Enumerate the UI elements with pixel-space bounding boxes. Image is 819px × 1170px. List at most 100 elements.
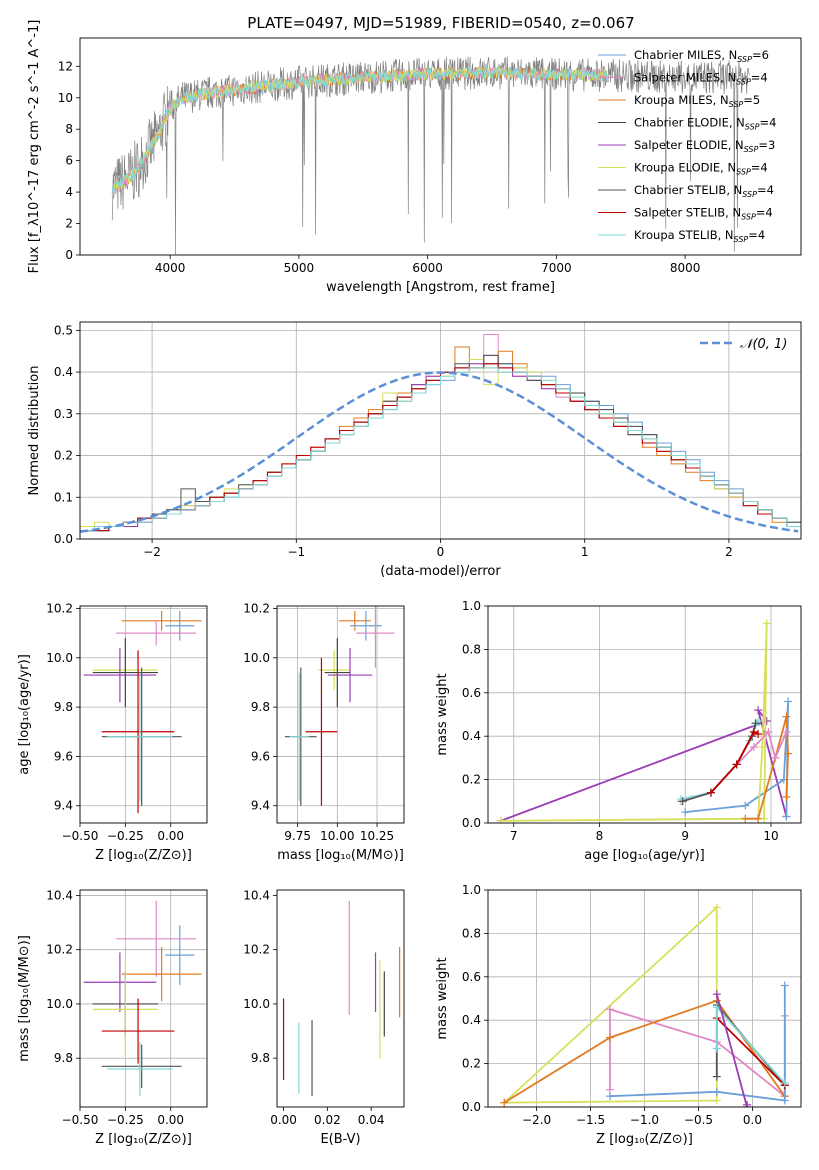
legend-label-main: Chabrier MILES, N: [634, 48, 737, 62]
y-tick-label: 0.6: [462, 970, 481, 984]
y-tick-label: 10: [58, 91, 73, 105]
axes-frame: [487, 889, 802, 1108]
y-tick-label: 1.0: [462, 883, 481, 897]
weight-line-kroupa_stelib: [680, 720, 759, 800]
histogram-step-kroupa_stelib: [80, 367, 801, 539]
legend-label-sub: SSP: [734, 235, 749, 244]
gaussian-curve: [80, 371, 799, 533]
y-tick-label: 9.4: [54, 799, 73, 813]
x-tick-label: 0.00: [157, 1113, 184, 1127]
y-tick-label: 9.8: [54, 1051, 73, 1065]
weight-line-chabrier_miles: [685, 701, 789, 817]
legend-label-tail: =4: [756, 206, 773, 220]
x-tick-label: 0.0: [743, 1113, 762, 1127]
legend-label-tail: =4: [751, 71, 768, 85]
y-tick-label: 0.8: [462, 642, 481, 656]
x-tick-label: 9: [681, 829, 689, 843]
y-tick-label: 6: [65, 154, 73, 168]
legend-label: Salpeter MILES, NSSP=4: [634, 71, 768, 87]
x-tick-label: −0.50: [62, 1113, 99, 1127]
x-tick-label: −0.25: [107, 829, 144, 843]
y-tick-label: 1.0: [462, 599, 481, 613]
x-tick-label: 0: [437, 545, 445, 559]
weight-line-chabrier_miles: [609, 985, 786, 1102]
age-vs-metallicity-panel: −0.50 −0.25 0.00 9.4 9.6 9.8 10.0 10.2 Z [log₁₀(…: [17, 601, 208, 863]
weight-series: [496, 619, 793, 823]
weight-line-kroupa_elodie: [500, 623, 768, 822]
legend-label: Chabrier STELIB, NSSP=4: [634, 183, 774, 199]
y-tick-label: 9.6: [54, 749, 73, 763]
legend-label-main: Kroupa STELIB, N: [634, 228, 734, 242]
x-tick-label: 4000: [155, 261, 186, 275]
x-tick-label: 0.00: [270, 1113, 297, 1127]
legend-label-sub: SSP: [737, 55, 752, 64]
y-tick-label: 10.2: [46, 943, 73, 957]
histogram-series: [80, 334, 801, 539]
y-axis-label: mass weight: [435, 957, 450, 1039]
x-axis-label: Z [log₁₀(Z/Z⊙)]: [95, 848, 192, 863]
legend-label-tail: =4: [760, 116, 777, 130]
axes-frame: [79, 321, 802, 540]
data-spectrum-line: [111, 56, 750, 255]
age-vs-mass-panel: 9.75 10.00 10.25 9.4 9.6 9.8 10.0 10.2 mass [log…: [243, 601, 405, 863]
weight-line-kroupa_stelib: [715, 1004, 786, 1084]
axes-frame: [79, 889, 208, 1108]
x-axis-label: Z [log₁₀(Z/Z⊙)]: [596, 1132, 693, 1147]
residuals-panel: −2 −1 0 1 2 0.0 0.1 0.2 0.3 0.4 0.5 (data-model)/er…: [27, 321, 802, 579]
x-tick-label: 10: [763, 829, 778, 843]
y-tick-label: 12: [58, 59, 73, 73]
legend-label: Chabrier MILES, NSSP=6: [634, 48, 769, 64]
weight-series: [500, 903, 789, 1107]
y-axis-label: Flux [f_λ10^-17 erg cm^-2 s^-1 A^-1]: [27, 20, 42, 274]
legend-label: Kroupa ELODIE, NSSP=4: [634, 161, 768, 177]
model-spectrum-line-kroupa_stelib: [111, 65, 608, 195]
y-tick-label: 10.0: [46, 997, 73, 1011]
axes-frame: [79, 605, 208, 824]
x-tick-label: 10.00: [320, 829, 354, 843]
x-tick-label: −0.50: [62, 829, 99, 843]
axes-frame: [79, 37, 802, 256]
legend-label-sub: SSP: [742, 190, 757, 199]
x-axis-label: (data-model)/error: [380, 564, 501, 579]
x-axis-label: wavelength [Angstrom, rest frame]: [326, 280, 555, 295]
legend-label-sub: SSP: [741, 213, 756, 222]
mass-vs-metallicity-panel: −0.50 −0.25 0.00 9.8 10.0 10.2 10.4 Z [log₁₀(Z/…: [17, 888, 208, 1147]
legend-label-main: Salpeter STELIB, N: [634, 206, 741, 220]
y-tick-label: 9.8: [251, 700, 270, 714]
legend-label-main: Kroupa MILES, N: [634, 93, 729, 107]
y-axis-label: mass weight: [435, 673, 450, 755]
errorbar-series: [282, 900, 401, 1097]
y-axis-label: age [log₁₀(age/yr)]: [17, 654, 32, 775]
legend-label-main: Salpeter MILES, N: [634, 71, 736, 85]
y-tick-label: 0.3: [54, 407, 73, 421]
y-tick-label: 0.1: [54, 490, 73, 504]
x-tick-label: 8: [596, 829, 604, 843]
legend-label-tail: =4: [748, 228, 765, 242]
massweight-vs-metallicity-panel: −2.0 −1.5 −1.0 −0.5 0.0 0.0 0.2 0.4 0.6 0.8 1.0 Z […: [435, 883, 802, 1147]
x-tick-label: 9.75: [284, 829, 311, 843]
x-axis-label: Z [log₁₀(Z/Z⊙)]: [95, 1132, 192, 1147]
weight-line-chabrier_stelib: [682, 722, 757, 803]
x-tick-label: 0.04: [358, 1113, 385, 1127]
spectrum-lines: [111, 56, 750, 255]
x-tick-label: 8000: [670, 261, 701, 275]
y-tick-label: 10.0: [243, 651, 270, 665]
errorbar-series: [83, 610, 202, 814]
y-tick-label: 9.4: [251, 799, 270, 813]
y-tick-label: 0.5: [54, 323, 73, 337]
mass-vs-ebv-panel: 0.00 0.02 0.04 9.8 10.0 10.2 10.4 E(B-V): [243, 888, 405, 1147]
x-tick-label: −0.25: [107, 1113, 144, 1127]
y-tick-label: 0.4: [462, 1013, 481, 1027]
legend-label-main: Kroupa ELODIE, N: [634, 161, 736, 175]
y-tick-label: 0.0: [462, 816, 481, 830]
y-tick-label: 0.0: [462, 1100, 481, 1114]
legend-label-tail: =6: [752, 48, 769, 62]
legend-label: Salpeter STELIB, NSSP=4: [634, 206, 773, 222]
y-tick-label: 10.2: [243, 601, 270, 615]
legend-label-sub: SSP: [744, 145, 759, 154]
y-tick-label: 4: [65, 185, 73, 199]
x-tick-label: 0.00: [157, 829, 184, 843]
x-axis-label: age [log₁₀(age/yr)]: [584, 848, 705, 863]
y-axis-label: mass [log₁₀(M/M⊙)]: [17, 935, 32, 1062]
x-tick-label: −1.5: [576, 1113, 605, 1127]
